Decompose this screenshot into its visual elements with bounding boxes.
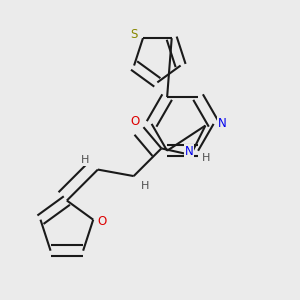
Text: H: H (141, 181, 149, 191)
Text: O: O (131, 115, 140, 128)
Text: N: N (218, 117, 227, 130)
Text: N: N (185, 145, 194, 158)
Text: H: H (202, 153, 211, 163)
Text: H: H (81, 155, 90, 165)
Text: S: S (130, 28, 137, 41)
Text: O: O (98, 215, 106, 228)
